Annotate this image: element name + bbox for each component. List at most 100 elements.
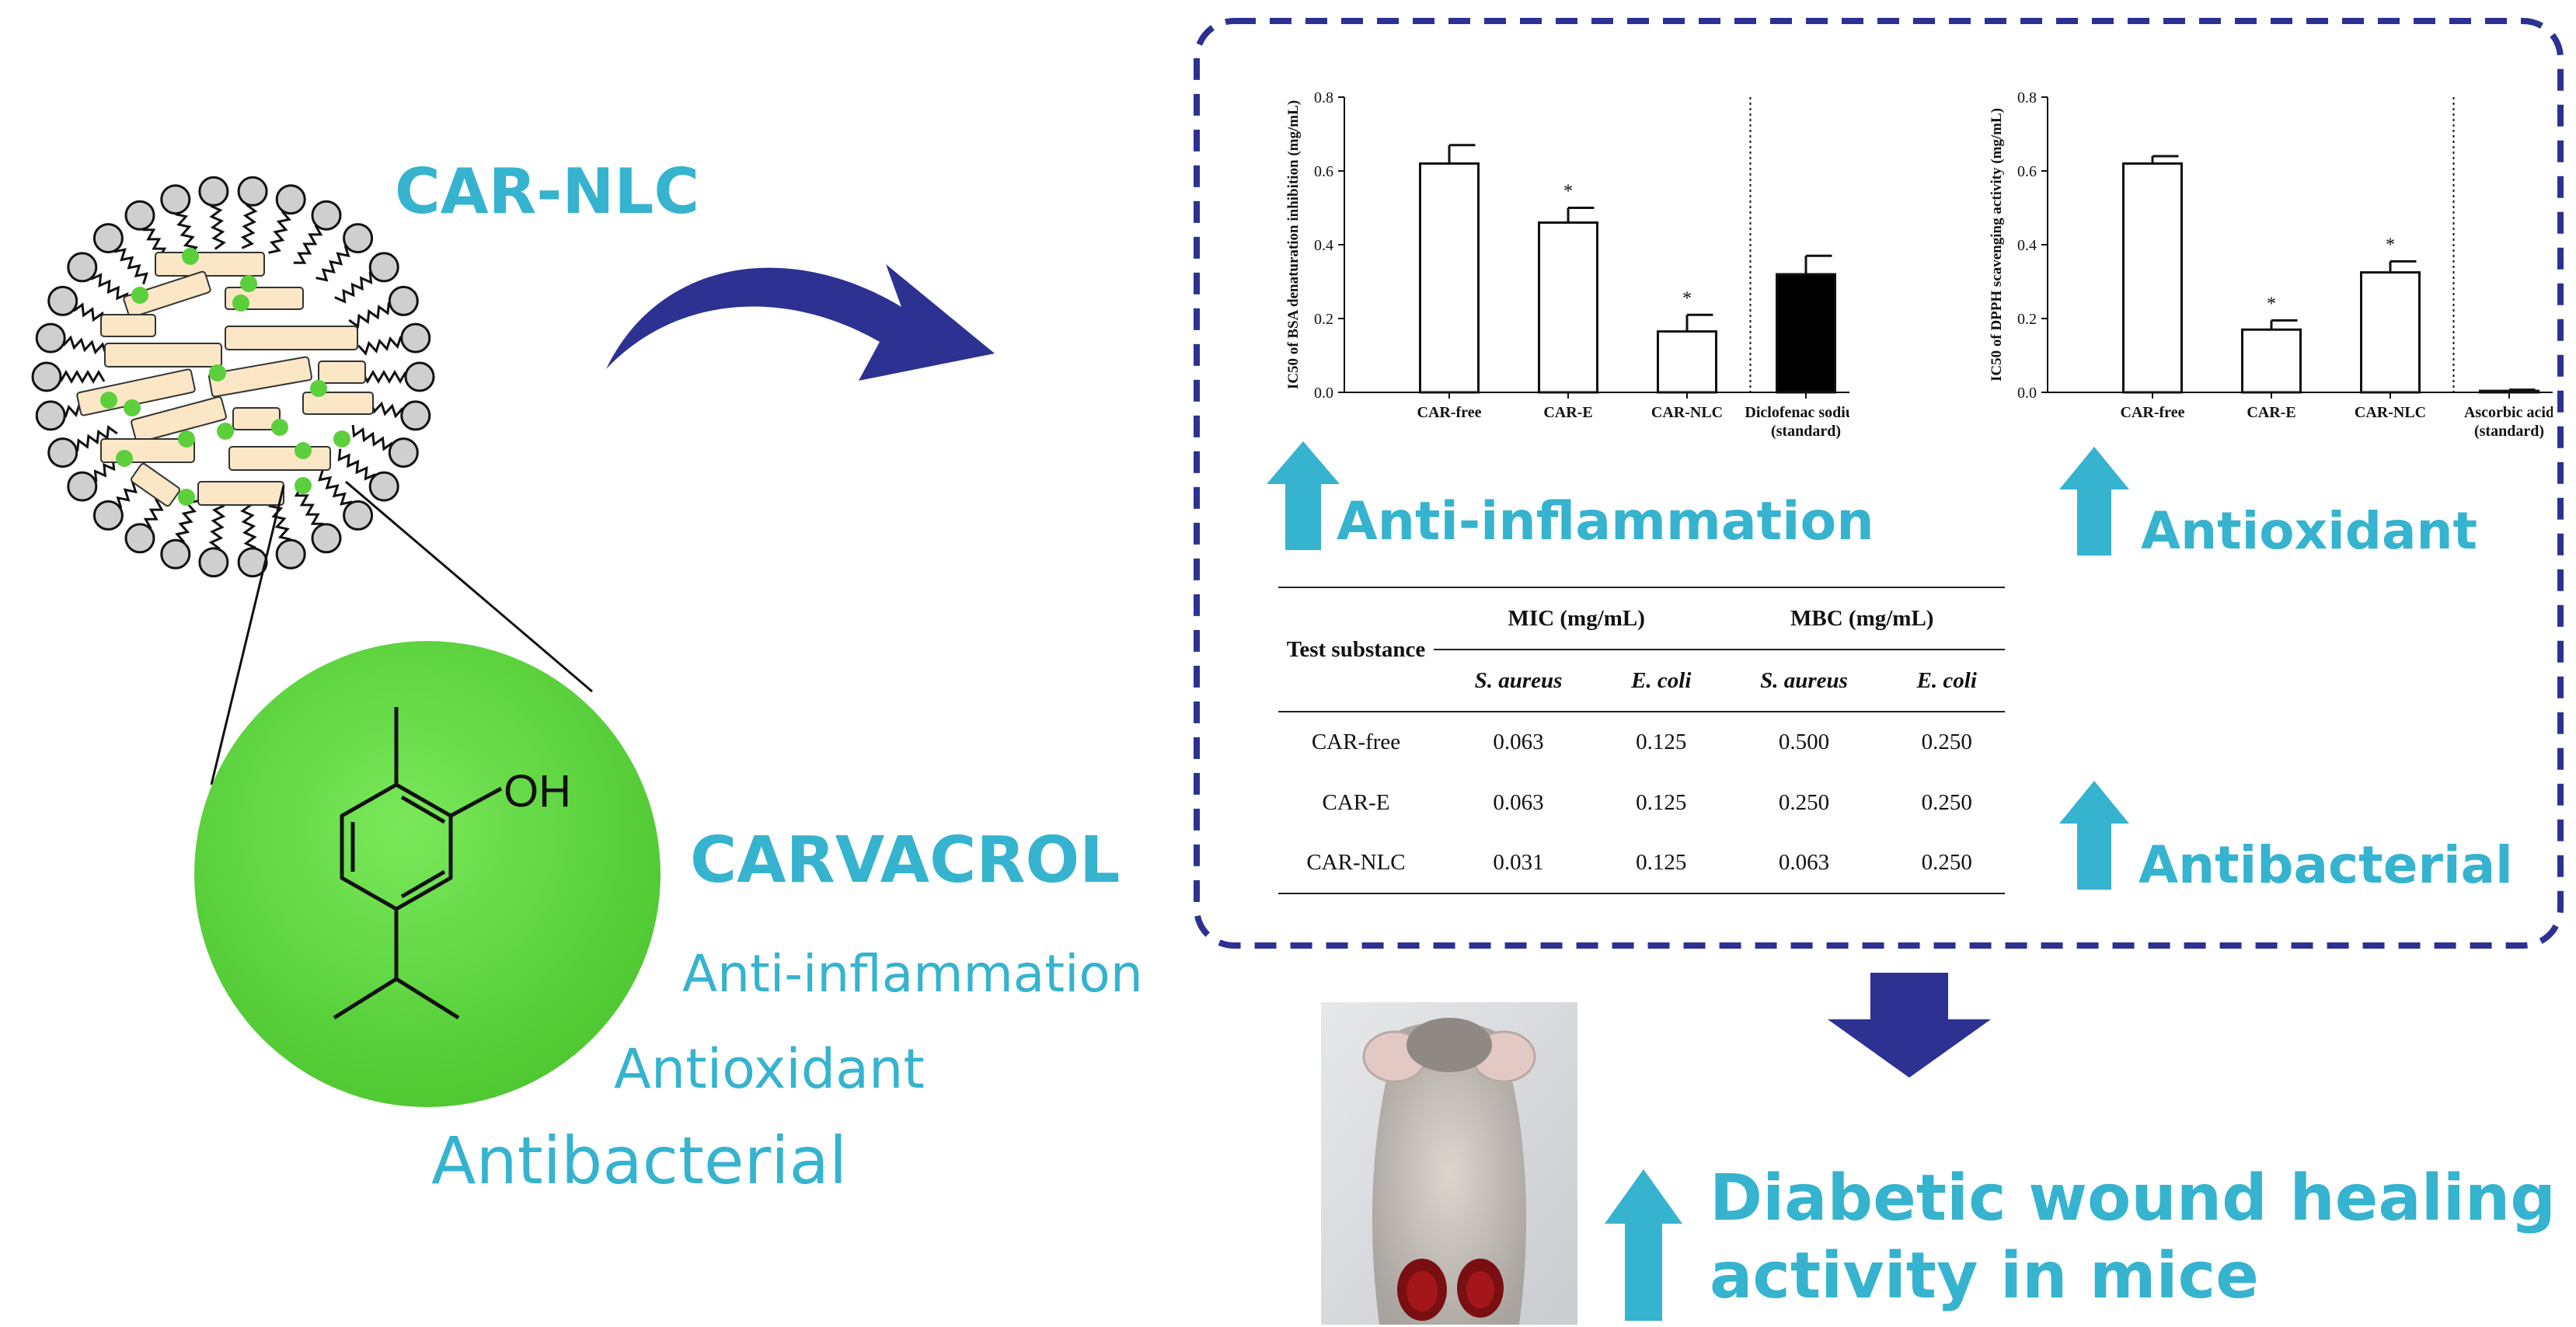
lipid-head <box>31 361 62 392</box>
drug-bead <box>178 489 195 506</box>
nlc-particle-illustration <box>31 176 435 578</box>
lipid-head <box>47 285 78 316</box>
drug-bead <box>295 442 312 459</box>
lipid-head <box>47 437 78 468</box>
up-arrow-icon <box>2059 781 2129 890</box>
drug-bead <box>240 275 257 292</box>
dpph-chart: 0.0 0.2 0.4 0.6 0.8 IC50 of DPPH scavenging a… <box>1989 89 2553 440</box>
mic-group-header: MIC (mg/mL) <box>1434 587 1720 650</box>
bar <box>1419 162 1480 394</box>
drug-bead <box>100 392 117 409</box>
subheader: S. aureus <box>1760 667 1848 693</box>
row-header: Test substance <box>1286 636 1426 662</box>
activity-antioxidant: Antioxidant <box>614 1037 925 1101</box>
lipid-block <box>208 356 312 398</box>
lipid-tail <box>175 500 198 543</box>
lipid-head <box>198 176 229 207</box>
lipid-head <box>92 223 124 254</box>
table-row: CAR-NLC 0.031 0.125 0.063 0.250 <box>1278 833 2005 893</box>
down-arrow-icon <box>1828 973 1991 1078</box>
subheader: E. coli <box>1631 667 1692 693</box>
lipid-head <box>124 523 155 554</box>
y-tick-label: 0.6 <box>1314 163 1333 180</box>
drug-bead <box>131 287 148 304</box>
x-tick-label: CAR-NLC <box>1651 404 1723 421</box>
results-frame <box>1194 18 2564 949</box>
hydroxyl-label: OH <box>504 766 571 817</box>
lipid-block <box>100 314 156 337</box>
lipid-block <box>197 481 284 506</box>
bar <box>1657 330 1717 394</box>
x-tick-label: CAR-free <box>2121 404 2185 421</box>
bar <box>2122 162 2183 394</box>
lipid-head <box>400 322 431 354</box>
outcome-line1: Diabetic wound healing <box>1710 1162 2556 1235</box>
outcome-line2: activity in mice <box>1710 1239 2259 1313</box>
lipid-head <box>92 500 124 531</box>
x-tick-label: (standard) <box>2474 423 2544 440</box>
drug-bead <box>182 248 199 265</box>
bar <box>2360 271 2421 394</box>
bar <box>2241 328 2302 394</box>
y-tick-label: 0.4 <box>2017 237 2037 254</box>
molecule-name: CARVACROL <box>690 824 1121 897</box>
lipid-tail <box>351 424 394 451</box>
lipid-head <box>343 500 374 531</box>
lipid-head <box>388 437 419 468</box>
x-tick-label: (standard) <box>1771 423 1841 440</box>
curved-arrow-icon <box>606 264 995 381</box>
lipid-tail <box>59 370 106 384</box>
lipid-head <box>237 176 268 207</box>
drug-bead <box>116 450 133 467</box>
y-tick-label: 0.2 <box>1314 311 1333 328</box>
mic-mbc-table: Test substance MIC (mg/mL) MBC (mg/mL) S… <box>1278 587 2005 894</box>
lipid-tail <box>113 248 148 285</box>
y-tick-label: 0.8 <box>1314 89 1333 106</box>
bsa-chart: 0.0 0.2 0.4 0.6 0.8 IC50 of BSA denaturation … <box>1285 89 1849 440</box>
y-axis-label: IC50 of BSA denaturation inhibition (mg/… <box>1285 100 1302 389</box>
lipid-tail <box>337 448 376 481</box>
drug-bead <box>295 477 312 494</box>
x-tick-label: Diclofenac sodium <box>1745 404 1849 421</box>
lipid-head <box>311 200 342 231</box>
up-arrow-icon <box>1605 1169 1682 1321</box>
up-arrow-icon <box>2059 447 2129 556</box>
y-tick-label: 0.8 <box>2017 89 2037 106</box>
significance-mark: * <box>2267 294 2276 314</box>
bar <box>1776 273 1836 394</box>
mbc-group-header: MBC (mg/mL) <box>1719 587 2005 650</box>
lipid-head <box>67 471 98 502</box>
subheader: E. coli <box>1916 667 1977 693</box>
lipid-head <box>343 223 374 254</box>
lipid-head <box>198 547 229 578</box>
drug-bead <box>271 419 288 436</box>
x-tick-label: CAR-E <box>1543 404 1592 421</box>
lipid-head <box>35 400 66 431</box>
lipid-block <box>225 326 358 350</box>
lipid-block <box>123 270 211 319</box>
lipid-tail <box>294 486 324 525</box>
mouse-wound-photo <box>1321 1002 1577 1325</box>
drug-bead <box>178 430 195 448</box>
table-row: CAR-E 0.063 0.125 0.250 0.250 <box>1322 789 1972 815</box>
carvacrol-sphere <box>194 641 661 1107</box>
lipid-tail <box>318 468 353 506</box>
activity-antibacterial: Antibacterial <box>431 1123 848 1199</box>
drug-bead <box>310 380 327 397</box>
lipid-tail <box>208 504 226 550</box>
drug-bead <box>232 294 249 312</box>
lipid-tail <box>76 425 118 451</box>
antibacterial-label: Antibacterial <box>2139 835 2513 895</box>
lipid-head <box>400 400 431 431</box>
significance-mark: * <box>2386 235 2395 255</box>
antioxidant-label: Antioxidant <box>2141 501 2478 561</box>
subheader: S. aureus <box>1474 667 1563 693</box>
nlc-lipid-shell <box>31 176 435 578</box>
y-tick-label: 0.4 <box>1314 237 1333 254</box>
lipid-head <box>275 538 306 569</box>
lipid-tail <box>334 271 373 304</box>
carvacrol-structure <box>333 707 503 1020</box>
drug-bead <box>217 423 234 440</box>
y-tick-label: 0.0 <box>1314 385 1333 402</box>
